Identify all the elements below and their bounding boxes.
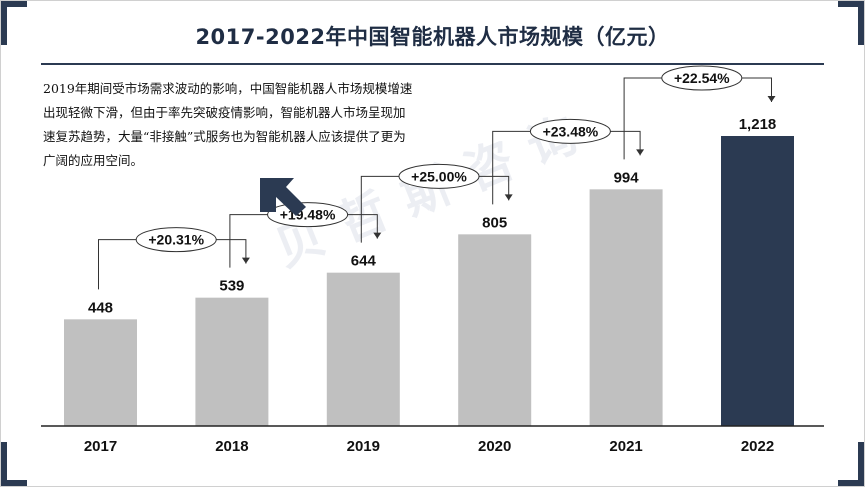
category-label-2022: 2022	[741, 438, 774, 455]
category-label-2021: 2021	[609, 438, 642, 455]
growth-label-2018: +20.31%	[148, 232, 204, 248]
corner-accent-top-left-h	[1, 1, 27, 7]
chart-title: 2017-2022年中国智能机器人市场规模（亿元）	[195, 25, 670, 49]
category-label-2020: 2020	[478, 438, 511, 455]
chart-bars	[64, 136, 794, 426]
value-label-2022: 1,218	[739, 116, 777, 133]
corner-accent-top-left-v	[1, 1, 7, 45]
growth-label-2019: +19.48%	[280, 207, 336, 223]
bar-2020	[458, 234, 532, 426]
bar-2019	[326, 272, 400, 426]
growth-arrowhead-2021	[636, 149, 645, 156]
bar-2017	[64, 319, 137, 426]
growth-bubble-2019	[267, 202, 349, 228]
growth-arrowhead-2019	[373, 232, 382, 239]
corner-accent-bottom-right-v	[858, 442, 864, 486]
growth-bubble-2022	[661, 65, 743, 91]
growth-bubble-2018	[135, 227, 217, 253]
growth-arrowhead-2020	[504, 194, 513, 201]
corner-accent-bottom-right-h	[838, 480, 864, 486]
growth-arrowhead-2022	[767, 96, 776, 102]
growth-arrowhead-2018	[241, 257, 250, 264]
growth-label-2021: +23.48%	[543, 123, 599, 139]
bar-2021	[589, 189, 663, 426]
category-label-2017: 2017	[84, 438, 117, 455]
chart-labels: 448 2017 539 2018 644 2019 805 2020 994 2021 1,218…	[84, 116, 776, 455]
chart-annotations: +20.31% +19.48% +25.00% +23.48% +22.54%	[98, 65, 776, 290]
bar-2022	[721, 136, 794, 426]
value-label-2017: 448	[88, 299, 113, 316]
value-label-2019: 644	[351, 253, 377, 270]
value-label-2018: 539	[219, 278, 244, 295]
corner-accent-top-right-h	[838, 1, 864, 7]
growth-label-2020: +25.00%	[411, 168, 467, 184]
bar-2018	[195, 297, 269, 426]
category-label-2018: 2018	[215, 438, 248, 455]
growth-bubble-2020	[398, 163, 480, 189]
corner-accent-top-right-v	[858, 1, 864, 45]
description-text: 2019年期间受市场需求波动的影响，中国智能机器人市场规模增速出现轻微下滑，但由…	[43, 81, 413, 168]
category-label-2019: 2019	[347, 438, 380, 455]
corner-accent-bottom-left-v	[1, 442, 7, 486]
growth-label-2022: +22.54%	[674, 70, 730, 86]
value-label-2021: 994	[614, 169, 640, 186]
title-divider	[41, 63, 824, 65]
corner-accent-bottom-left-h	[1, 480, 27, 486]
value-label-2020: 805	[482, 214, 507, 231]
growth-bubble-2021	[529, 118, 611, 144]
highlight-arrow-icon	[260, 178, 306, 216]
